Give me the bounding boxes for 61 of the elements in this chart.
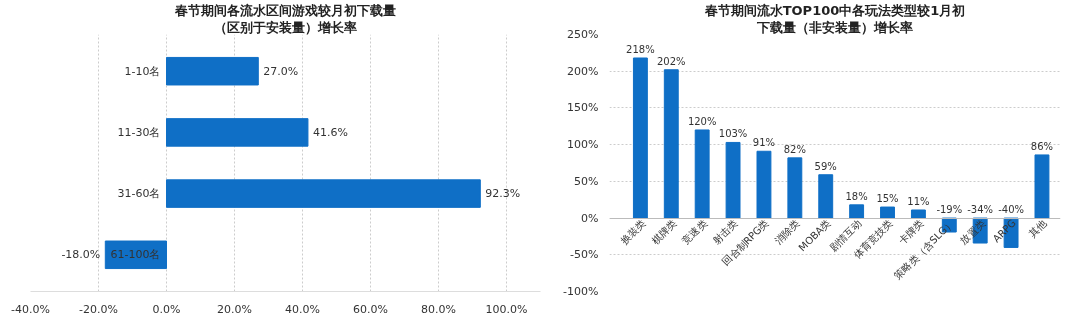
data-label: 41.6% [312, 125, 348, 139]
data-label: 92.3% [485, 187, 521, 201]
x-tick-label: 棋牌类 [649, 217, 679, 247]
bar [756, 150, 772, 219]
x-tick-label: 换装类 [618, 217, 648, 247]
data-label: 82% [783, 143, 806, 155]
y-tick-label: 150% [567, 101, 599, 115]
bar [880, 206, 895, 219]
data-label: 103% [718, 128, 748, 140]
data-label: -40% [998, 204, 1024, 216]
y-tick-label: 31-60名 [117, 187, 161, 201]
y-tick-label: 50% [574, 174, 599, 188]
data-label: -18.0% [61, 248, 101, 262]
bar [910, 209, 926, 219]
data-label: 202% [656, 55, 686, 67]
data-label: 86% [1030, 140, 1054, 152]
data-label: 15% [876, 193, 899, 205]
data-label: 120% [687, 115, 717, 127]
x-tick-label: 80.0% [421, 302, 456, 316]
x-tick-label: 竞速类 [680, 217, 710, 247]
data-label: 18% [845, 190, 868, 202]
y-tick-label: -50% [570, 248, 599, 262]
chart-subtitle: 下载量（非安装量）增长率 [756, 19, 913, 35]
chart-subtitle: （区别于安装量）增长率 [214, 19, 357, 35]
data-label: 27.0% [263, 64, 299, 78]
y-tick-label: 250% [567, 28, 599, 41]
y-tick-label: 61-100名 [110, 248, 161, 262]
y-tick-label: 100% [567, 138, 599, 152]
chart-title: 春节期间各流水区间游戏较月初下载量 [174, 2, 396, 18]
y-tick-label: -100% [563, 285, 599, 298]
bar [632, 57, 648, 219]
x-tick-label: 20.0% [217, 302, 252, 316]
y-tick-label: 1-10名 [124, 64, 161, 78]
data-label: 91% [752, 137, 776, 149]
x-tick-label: 100.0% [485, 302, 528, 316]
x-tick-label: 0.0% [152, 302, 181, 316]
data-label: -19% [936, 204, 963, 216]
bar [818, 174, 834, 219]
x-tick-label: 40.0% [285, 302, 320, 316]
x-tick-label: -40.0% [11, 302, 50, 316]
y-tick-label: 200% [567, 64, 599, 78]
bar [725, 141, 741, 219]
chart-title: 春节期间流水TOP100中各玩法类型较1月初 [703, 2, 966, 18]
x-tick-label: 放置类 [958, 217, 988, 247]
bar [694, 129, 710, 219]
bar [663, 69, 679, 219]
data-label: 218% [626, 44, 655, 55]
bar [166, 179, 481, 208]
bar [166, 56, 259, 86]
bar [166, 118, 309, 147]
x-tick-label: 60.0% [353, 302, 388, 316]
bar [1034, 154, 1050, 219]
y-tick-label: 0% [581, 211, 599, 225]
data-label: -34% [967, 204, 994, 216]
data-label: 11% [907, 195, 930, 207]
bar [849, 204, 865, 219]
data-label: 59% [814, 160, 837, 172]
x-tick-label: -20.0% [79, 302, 118, 316]
y-tick-label: 11-30名 [117, 125, 161, 139]
x-tick-label: 其他 [1026, 217, 1049, 240]
bar [787, 157, 803, 219]
